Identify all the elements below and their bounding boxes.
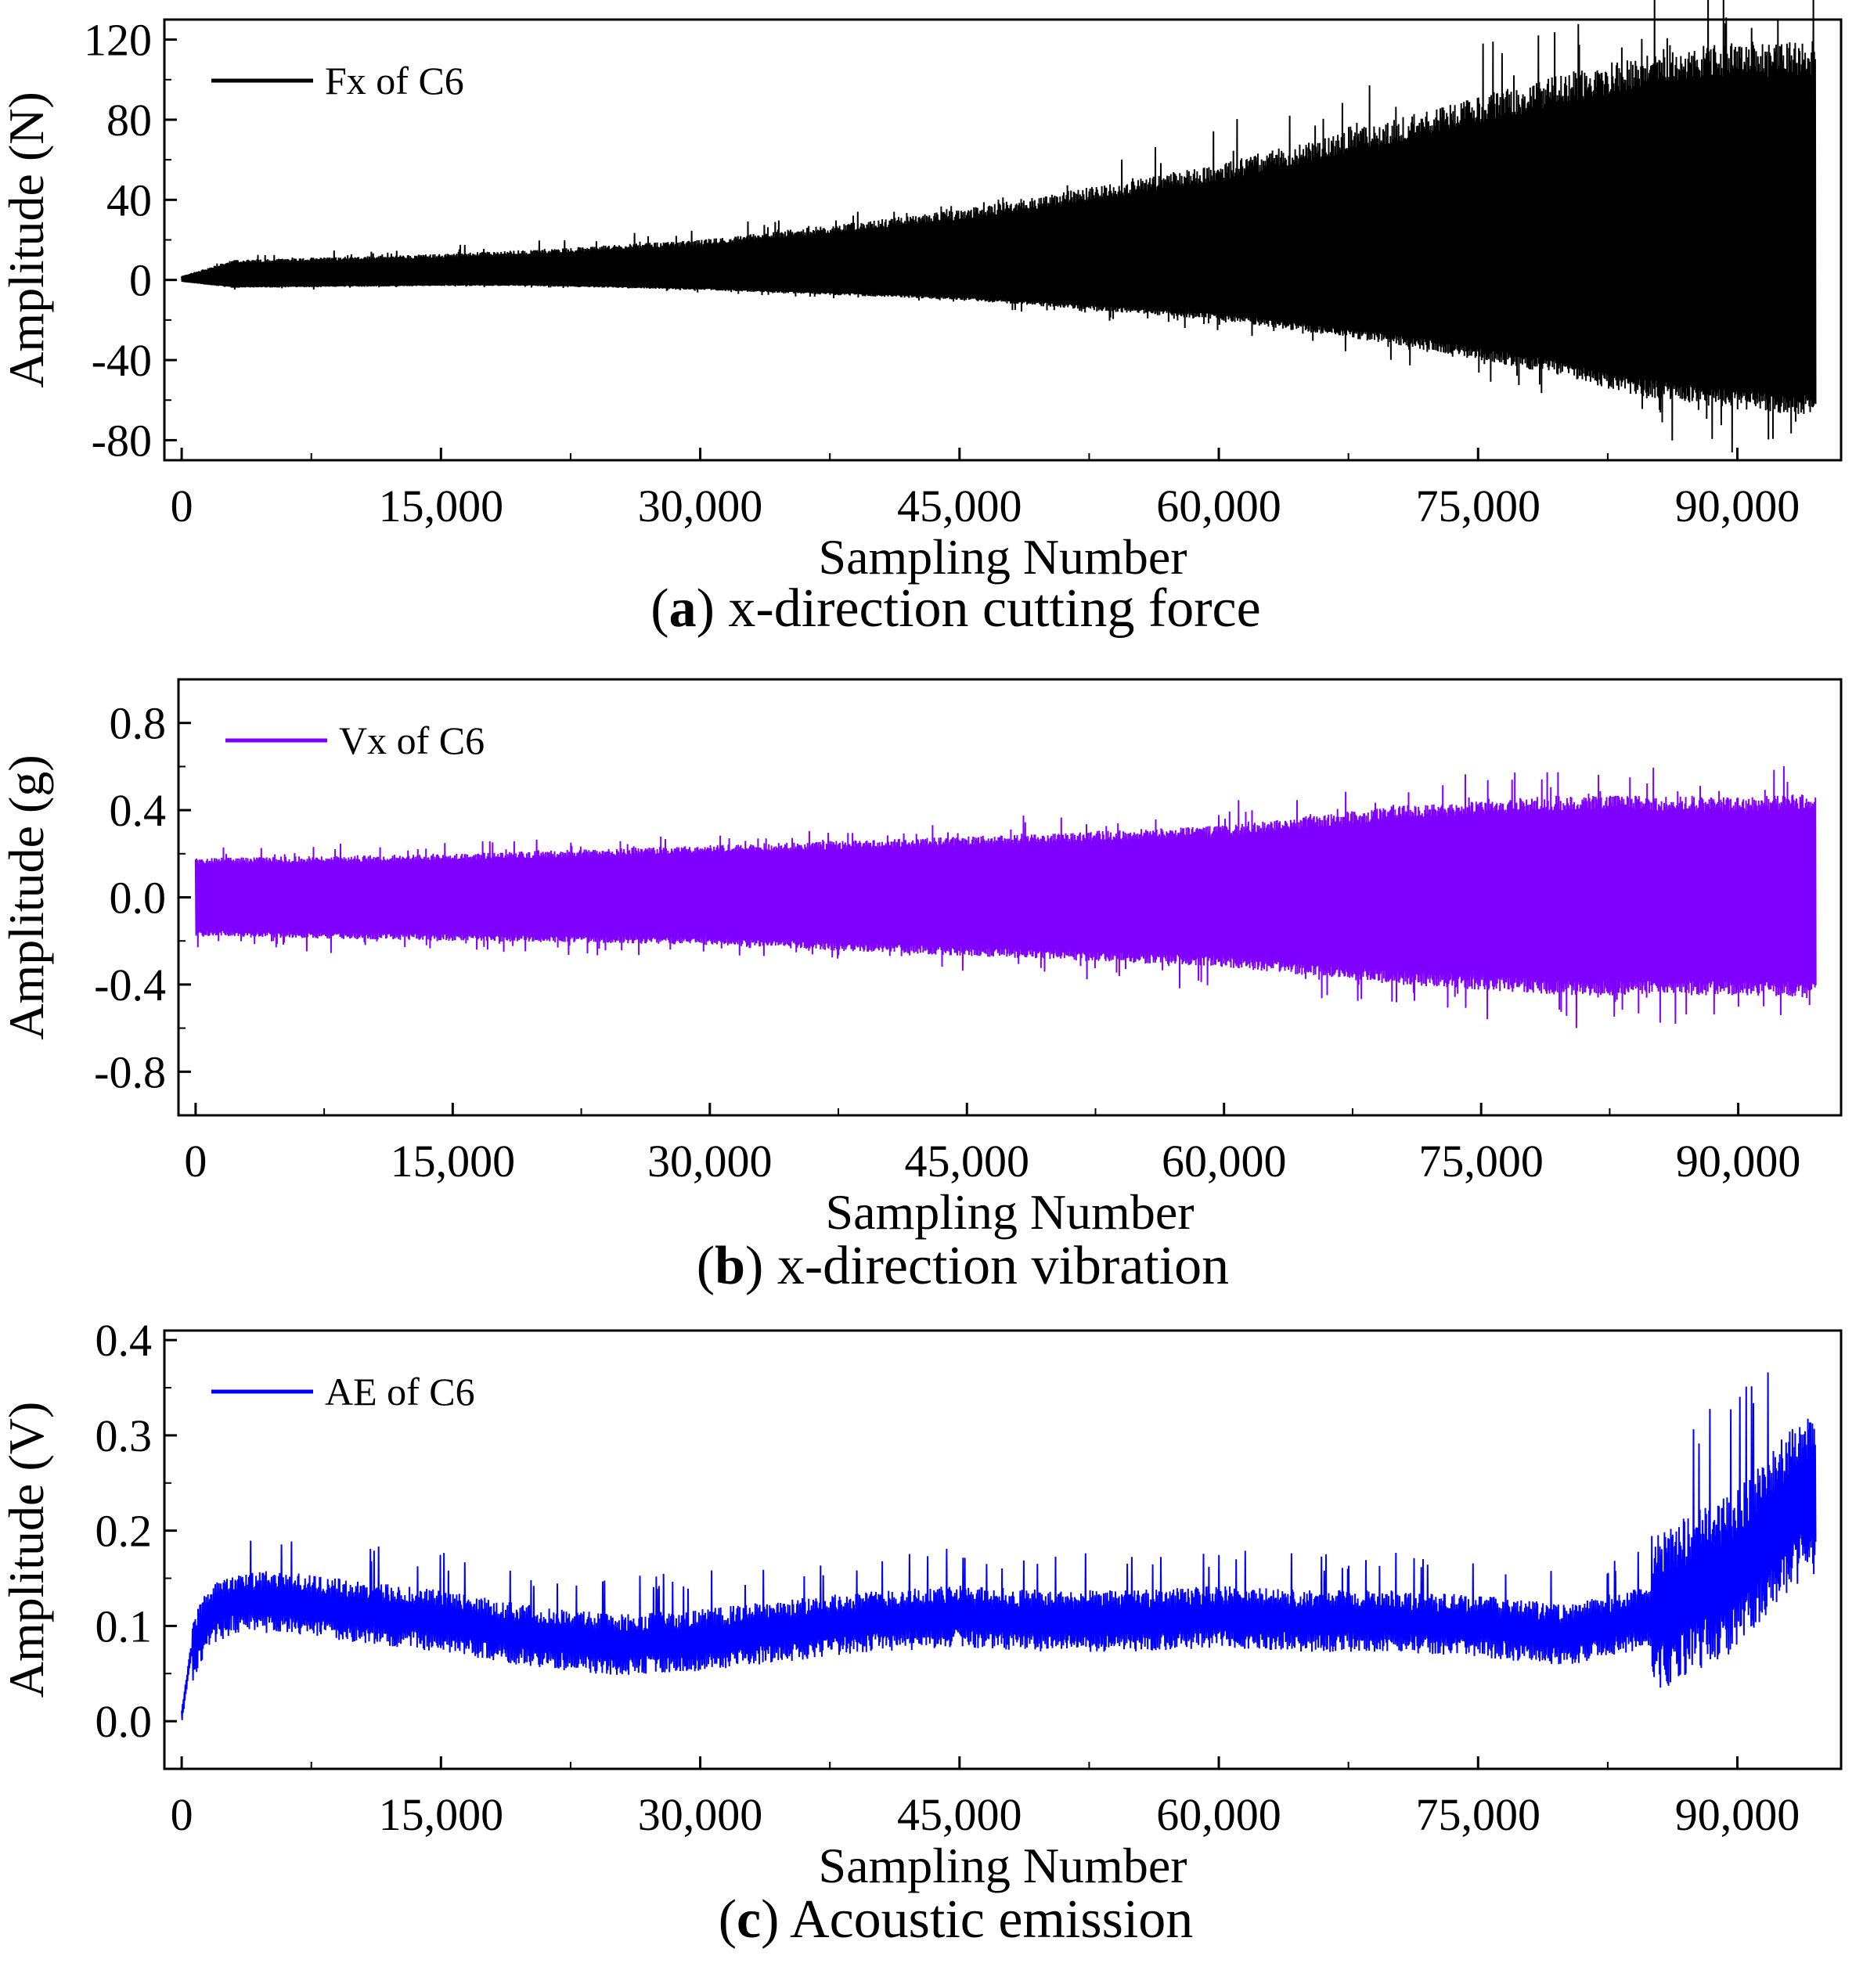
- x-tick-label: 60,000: [1162, 1136, 1287, 1187]
- y-tick-label: 0: [129, 255, 152, 306]
- y-tick-label: 80: [106, 95, 152, 146]
- x-tick-label: 60,000: [1156, 1789, 1281, 1840]
- series-line-a: [181, 0, 1817, 453]
- x-axis-label: Sampling Number: [825, 1184, 1194, 1240]
- panel-caption-label: a: [669, 578, 697, 639]
- y-tick-label: 120: [84, 15, 152, 66]
- x-tick-label: 15,000: [391, 1136, 516, 1187]
- x-axis-label: Sampling Number: [818, 529, 1187, 585]
- x-tick-label: 75,000: [1418, 1136, 1544, 1187]
- x-tick-label: 30,000: [638, 1789, 763, 1840]
- legend-text: Fx of C6: [325, 59, 464, 103]
- y-tick-label: -80: [92, 415, 152, 466]
- x-tick-label: 15,000: [379, 1789, 504, 1840]
- x-tick-label: 75,000: [1416, 1789, 1541, 1840]
- y-tick-label: 0.0: [110, 873, 167, 924]
- x-axis-label: Sampling Number: [818, 1838, 1187, 1893]
- y-axis-label: Amplitude (V): [0, 1402, 54, 1698]
- x-tick-label: 75,000: [1416, 481, 1541, 531]
- y-tick-label: 40: [106, 175, 152, 225]
- x-tick-label: 30,000: [647, 1136, 773, 1187]
- x-tick-label: 15,000: [379, 481, 504, 531]
- panel-caption: (b) x-direction vibration: [697, 1236, 1229, 1296]
- panel-caption: (a) x-direction cutting force: [650, 578, 1260, 639]
- panel-caption-label: c: [737, 1889, 761, 1950]
- x-tick-label: 0: [171, 481, 193, 531]
- x-tick-label: 0: [171, 1789, 193, 1840]
- x-tick-label: 0: [184, 1136, 207, 1187]
- y-tick-label: 0.4: [95, 1315, 153, 1366]
- y-tick-label: -0.8: [94, 1046, 166, 1097]
- x-tick-label: 45,000: [897, 481, 1022, 531]
- x-tick-label: 30,000: [638, 481, 763, 531]
- x-tick-label: 90,000: [1675, 1789, 1800, 1840]
- panel-c-acoustic-emission-chart: 0 15,000 30,000 45,000 60,000 75,000 90,000 0.0…: [0, 1315, 1843, 1950]
- x-tick-label: 45,000: [905, 1136, 1030, 1187]
- panel-caption-label: b: [715, 1236, 745, 1296]
- panel-caption: (c) Acoustic emission: [719, 1889, 1194, 1950]
- x-tick-label: 45,000: [897, 1789, 1022, 1840]
- y-tick-label: 0.0: [95, 1696, 153, 1747]
- series-line-b: [194, 765, 1817, 1028]
- x-tick-label: 60,000: [1156, 481, 1281, 531]
- x-tick-label: 90,000: [1676, 1136, 1801, 1187]
- y-tick-label: 0.1: [95, 1601, 153, 1651]
- y-tick-label: 0.8: [110, 698, 167, 749]
- y-tick-label: 0.4: [110, 785, 167, 836]
- y-axis-label: Amplitude (g): [0, 755, 54, 1039]
- plot-frame: [163, 1329, 1843, 1770]
- y-tick-label: -40: [92, 335, 152, 386]
- panel-b-vibration-chart: 0 15,000 30,000 45,000 60,000 75,000 90,000 -0.…: [0, 678, 1843, 1296]
- legend-text: Vx of C6: [339, 718, 485, 762]
- y-tick-label: 0.3: [95, 1410, 153, 1461]
- y-tick-label: 0.2: [95, 1506, 153, 1557]
- x-tick-label: 90,000: [1675, 481, 1800, 531]
- series-line-c: [181, 1372, 1817, 1720]
- legend-text: AE of C6: [325, 1370, 475, 1414]
- y-axis-label: Amplitude (N): [0, 92, 54, 388]
- y-tick-label: -0.4: [94, 960, 166, 1010]
- panel-a-cutting-force-chart: 0 15,000 30,000 45,000 60,000 75,000 90,000 -80…: [0, 0, 1843, 639]
